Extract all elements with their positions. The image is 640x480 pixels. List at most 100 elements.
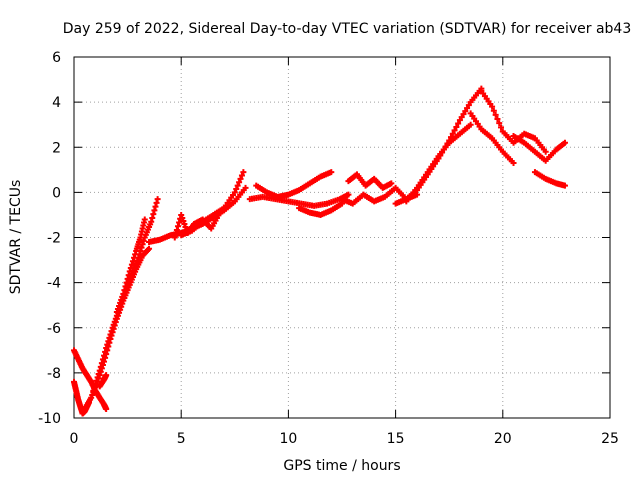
data-point [122,283,129,290]
data-point [109,324,116,331]
data-point [179,214,186,221]
data-point [238,172,245,179]
data-point [237,175,244,182]
data-point [464,105,471,112]
data-point [150,211,157,218]
data-point [146,245,153,252]
data-point [107,331,114,338]
data-point [131,254,138,261]
series-arc-20 [531,169,568,189]
data-point [460,111,467,118]
data-point [110,321,117,328]
data-point [176,219,183,226]
series-arc-1 [71,347,110,412]
series-arc-6 [113,216,148,315]
data-point [449,130,456,137]
data-point [104,341,111,348]
data-point [489,103,496,110]
y-tick-label: 2 [52,140,61,156]
data-point [123,279,130,286]
series-arc-11 [253,169,335,200]
data-point [116,302,123,309]
y-tick-label: 0 [52,185,61,201]
data-point [153,199,160,206]
data-point [97,363,104,370]
data-point [510,160,517,167]
x-tick-labels: 0 5 10 15 20 25 [70,431,619,447]
y-tick-label: -2 [47,231,61,247]
y-axis-label: SDTVAR / TECUs [8,180,24,295]
data-point [140,237,147,244]
data-point [103,405,110,412]
data-point [451,127,458,134]
x-tick-label: 20 [494,431,512,447]
data-point [234,182,241,189]
data-point [455,120,462,127]
axis-ticks [73,56,611,419]
data-point [178,211,185,218]
data-point [121,287,128,294]
grid-lines [74,57,610,418]
data-point [456,117,463,124]
data-point [149,214,156,221]
data-point [92,381,99,388]
data-point [125,272,132,279]
series-arc-9 [171,209,223,241]
data-point [138,244,145,251]
x-axis-label: GPS time / hours [283,458,400,474]
data-point [151,207,158,214]
data-point [561,182,568,189]
data-point [117,299,124,306]
series-arc-16 [403,121,474,205]
data-point [180,217,187,224]
data-point [173,226,180,233]
data-point [458,114,465,121]
x-tick-label: 10 [279,431,297,447]
data-point [496,120,503,127]
series-arc-17 [478,87,549,155]
y-tick-label: 4 [52,95,61,111]
y-tick-label: 6 [52,50,61,66]
data-point [120,290,127,297]
series-arc-4 [90,196,161,394]
data-point [182,223,189,230]
data-point [494,116,501,123]
x-tick-label: 25 [601,431,619,447]
data-point [98,360,105,367]
data-point [95,371,102,378]
data-point [467,121,474,128]
data-point [216,209,223,216]
data-point [99,356,106,363]
data-point [105,338,112,345]
y-tick-label: -10 [38,411,61,427]
data-point [128,261,135,268]
data-point [91,384,98,391]
data-point [152,203,159,210]
data-point [118,296,125,303]
data-point [119,293,126,300]
x-tick-label: 0 [70,431,79,447]
series-arc-14 [345,171,395,191]
data-points [71,85,568,417]
data-point [111,318,118,325]
y-tick-labels: -10 -8 -6 -4 -2 0 2 4 6 [38,50,61,427]
chart-title: Day 259 of 2022, Sidereal Day-to-day VTE… [63,21,632,37]
y-tick-label: -8 [47,366,61,382]
y-tick-label: -6 [47,321,61,337]
data-point [148,218,155,225]
data-point [106,334,113,341]
data-point [492,111,499,118]
data-point [96,367,103,374]
data-point [93,377,100,384]
y-tick-label: -4 [47,276,61,292]
data-point [328,169,335,176]
data-point [542,148,549,155]
data-point [453,123,460,130]
data-point [132,251,139,258]
data-point [103,372,110,379]
data-point [141,216,148,223]
series-arc-5 [96,372,110,390]
data-point [345,191,352,198]
series-arc-19 [510,132,568,164]
x-tick-label: 5 [177,431,186,447]
